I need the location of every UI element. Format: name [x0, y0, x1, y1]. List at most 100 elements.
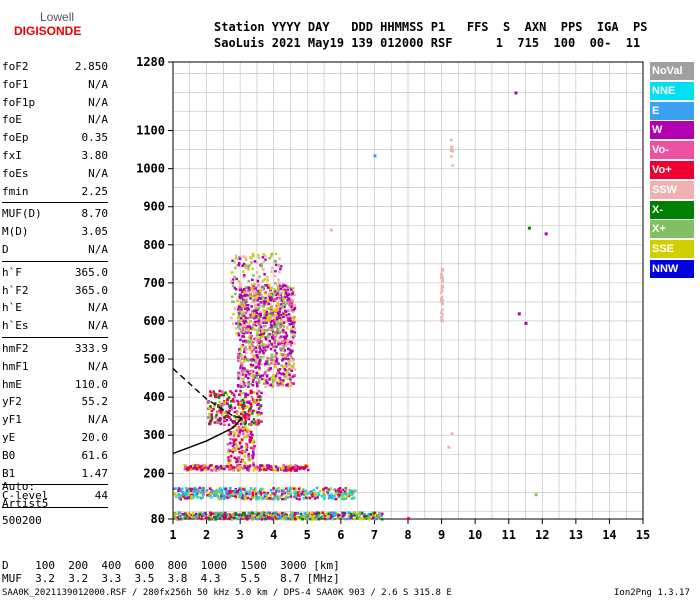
echo-point — [217, 417, 220, 420]
echo-point — [278, 487, 281, 490]
echo-point — [289, 351, 293, 355]
echo-point — [250, 454, 254, 458]
echo-point — [273, 331, 277, 335]
echo-point — [280, 343, 284, 347]
echo-point — [281, 465, 285, 469]
echo-point — [244, 265, 247, 269]
echo-point — [286, 496, 290, 499]
echo-point — [242, 323, 246, 327]
echo-point — [380, 514, 383, 518]
echo-point — [285, 371, 289, 374]
echo-point — [308, 496, 312, 500]
echo-point — [297, 494, 300, 497]
echo-point — [272, 514, 275, 517]
param-name: MUF(D) — [2, 207, 42, 221]
echo-point — [213, 421, 217, 424]
echo-point — [247, 511, 251, 515]
echo-point — [274, 512, 278, 515]
echo-point — [272, 512, 275, 515]
echo-point — [276, 320, 280, 323]
echo-point — [264, 336, 267, 339]
echo-point — [286, 364, 289, 368]
echo-point — [228, 495, 231, 499]
param-row: B1 1.47 — [2, 465, 108, 483]
echo-point — [264, 468, 268, 472]
echo-point — [285, 302, 289, 305]
echo-point — [271, 294, 275, 298]
echo-point — [259, 491, 263, 495]
echo-point — [250, 295, 254, 298]
echo-point — [243, 450, 247, 454]
echo-point — [274, 281, 277, 285]
echo-point — [292, 287, 295, 290]
echo-point — [243, 369, 247, 373]
echo-point — [250, 257, 253, 260]
echo-point — [237, 415, 241, 418]
echo-point — [279, 382, 282, 385]
echo-point — [236, 299, 239, 303]
echo-point — [209, 513, 213, 517]
echo-point — [291, 330, 295, 333]
echo-point — [196, 496, 199, 499]
echo-point — [237, 280, 241, 283]
echo-point — [217, 405, 220, 409]
echo-point — [238, 442, 242, 445]
echo-point — [254, 338, 258, 341]
param-row: D N/A — [2, 241, 108, 259]
echo-point — [264, 301, 267, 304]
echo-point — [304, 489, 308, 493]
echo-point — [281, 304, 284, 308]
echo-point — [211, 512, 215, 515]
echo-point — [244, 406, 248, 409]
echo-point — [306, 492, 309, 496]
echo-point — [257, 303, 260, 306]
echo-point — [227, 517, 231, 521]
echo-point — [250, 339, 254, 342]
echo-point — [223, 423, 226, 427]
echo-point — [276, 284, 279, 288]
echo-point — [228, 468, 231, 471]
echo-point — [246, 303, 250, 307]
echo-point — [242, 407, 245, 410]
echo-point — [360, 512, 364, 515]
echo-point — [312, 513, 316, 517]
echo-point — [241, 326, 245, 330]
echo-point — [218, 389, 222, 393]
echo-point — [252, 469, 256, 472]
echo-point — [293, 467, 297, 470]
echo-point — [241, 494, 245, 497]
echo-point — [258, 366, 261, 369]
echo-point — [244, 351, 248, 355]
echo-point — [188, 514, 191, 517]
echo-point — [315, 511, 319, 514]
echo-point — [348, 491, 351, 495]
param-name: hmF1 — [2, 359, 29, 373]
echo-point — [263, 372, 267, 376]
echo-point — [283, 335, 286, 339]
echo-point — [287, 319, 290, 322]
echo-point — [299, 466, 303, 470]
echo-point — [216, 419, 220, 422]
echo-point — [259, 297, 263, 300]
echo-point — [258, 357, 261, 361]
x-tick-label: 14 — [602, 528, 616, 542]
echo-point — [314, 493, 317, 496]
echo-point — [194, 490, 197, 494]
echo-point — [287, 317, 291, 321]
echo-point — [245, 298, 248, 302]
echo-point — [248, 492, 251, 496]
echo-point — [258, 378, 261, 382]
echo-point — [288, 298, 292, 302]
echo-point — [242, 314, 246, 318]
echo-point — [263, 378, 266, 382]
echo-point — [248, 340, 252, 343]
param-value: 110.0 — [74, 377, 108, 391]
echo-point — [241, 343, 245, 347]
echo-point — [353, 517, 356, 521]
echo-point — [276, 288, 280, 291]
echo-point — [231, 513, 235, 516]
echo-point — [238, 487, 241, 490]
echo-point — [235, 410, 239, 413]
echo-point — [281, 497, 284, 501]
echo-point — [252, 512, 256, 516]
